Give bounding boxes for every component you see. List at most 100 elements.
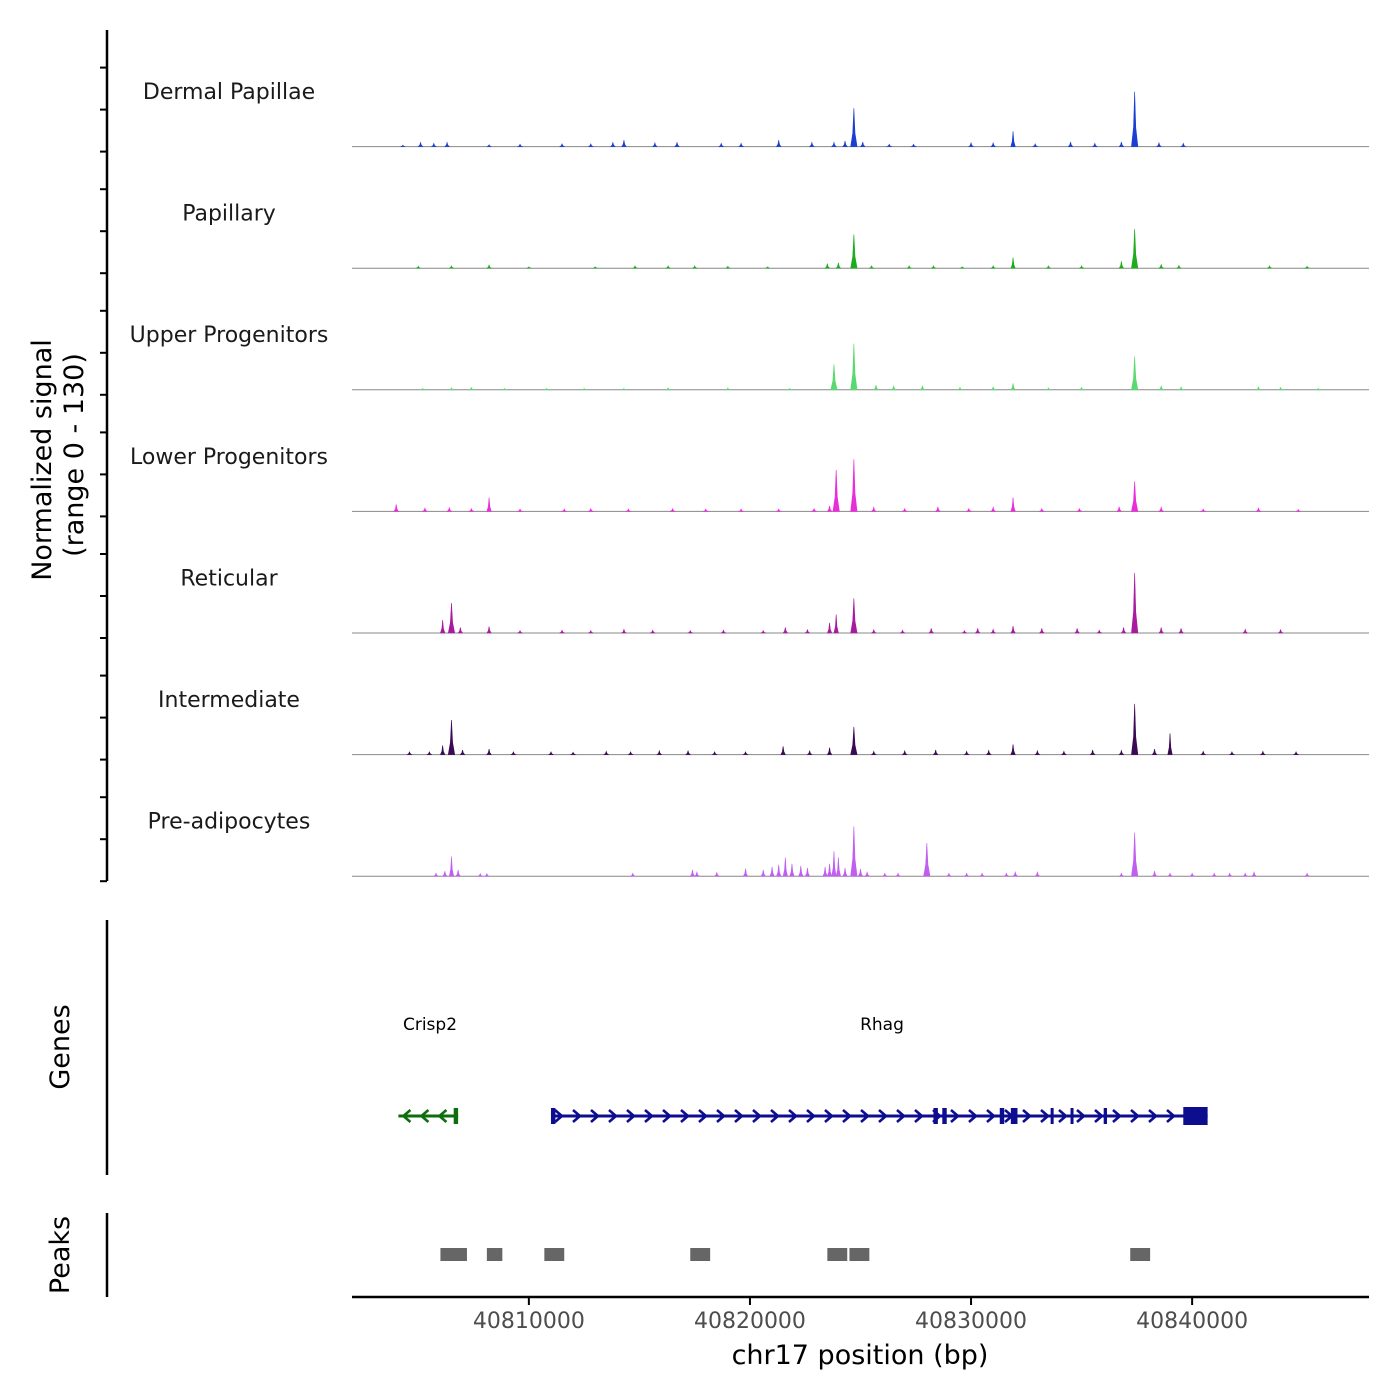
strand-arrow (698, 1109, 708, 1123)
signal-peak (1038, 628, 1045, 634)
track-upper-progenitors: Upper Progenitors (130, 323, 1369, 391)
strand-arrow (842, 1109, 852, 1123)
strand-arrow (1148, 1109, 1158, 1123)
track-intermediate: Intermediate (158, 688, 1369, 756)
strand-arrow (644, 1109, 654, 1123)
signal-peak (899, 629, 906, 634)
signal-peak (890, 385, 897, 391)
signal-peak (693, 870, 700, 877)
signal-peak (1226, 872, 1233, 877)
strand-arrow (824, 1109, 834, 1123)
signal-peak (486, 497, 492, 512)
signal-peak (850, 826, 858, 877)
signal-peak (457, 627, 464, 634)
signal-peak (665, 387, 671, 391)
signal-peak (685, 749, 692, 755)
signal-peak (510, 751, 517, 755)
strand-arrow (806, 1109, 816, 1123)
gene-label: Rhag (860, 1015, 904, 1035)
signal-peak (804, 628, 811, 634)
signal-peak (1078, 265, 1085, 269)
signal-peak (826, 747, 833, 755)
signal-peak (831, 851, 837, 877)
signal-peak (974, 628, 981, 634)
signal-peak (1038, 507, 1045, 512)
signal-peak (569, 751, 577, 755)
signal-peak (742, 868, 749, 877)
signal-peak (868, 265, 875, 269)
signal-peak (870, 506, 877, 512)
peak-track (440, 1248, 1151, 1261)
signal-peak (990, 141, 997, 147)
signal-peak (439, 745, 446, 755)
signal-peak (978, 872, 986, 877)
signal-peak (400, 144, 406, 147)
signal-peak (1131, 91, 1139, 147)
signal-peak (990, 506, 997, 512)
signal-peak (393, 504, 399, 512)
signal-peak (1091, 142, 1098, 147)
signal-peak (935, 506, 941, 512)
signal-peak (1295, 508, 1301, 512)
peak-region (827, 1248, 848, 1261)
genes-axis-title: Genes (45, 1004, 76, 1089)
strand-arrow (950, 1109, 960, 1123)
signal-peak (765, 266, 770, 269)
signal-peak (873, 385, 879, 391)
gene-rhag: Rhag (550, 1015, 1208, 1125)
signal-peak (1010, 131, 1016, 147)
signal-peak (1158, 506, 1165, 512)
signal-peak (1034, 870, 1041, 877)
signal-peak (989, 386, 997, 391)
signal-peak (742, 751, 749, 755)
signal-peak (789, 863, 795, 877)
signal-peak (1131, 832, 1139, 877)
coverage-y-axis-title: Normalized signal (27, 339, 58, 581)
strand-arrow (554, 1109, 564, 1123)
signal-peak (406, 751, 413, 755)
signal-peak (822, 866, 828, 877)
coverage-y-axis-range: (range 0 - 130) (59, 353, 90, 557)
gene-exon (933, 1108, 938, 1124)
signal-peak (416, 265, 421, 269)
signal-peak (430, 142, 437, 147)
signal-peak (702, 508, 710, 512)
signal-peak (1012, 870, 1019, 877)
signal-peak (609, 141, 616, 147)
signal-peak (787, 387, 793, 391)
signal-peak (1131, 703, 1139, 755)
signal-peak (420, 387, 426, 391)
peak-region (544, 1248, 565, 1261)
signal-peak (968, 141, 975, 147)
track-reticular: Reticular (180, 566, 1369, 634)
signal-peak (810, 507, 818, 512)
signal-peak (656, 749, 663, 755)
signal-peak (587, 630, 595, 634)
coverage-tracks: Dermal Papillae Papillary Upper Progenitor… (130, 80, 1369, 877)
signal-peak (833, 614, 839, 634)
signal-peak (651, 141, 658, 147)
signal-peak (776, 864, 782, 877)
signal-peak (448, 265, 455, 269)
strand-arrow (608, 1109, 618, 1123)
signal-peak (1167, 733, 1173, 755)
signal-peak (486, 748, 492, 755)
strand-arrow (680, 1109, 690, 1123)
signal-peak (447, 719, 456, 755)
signal-peak (1158, 627, 1164, 634)
signal-peak (737, 508, 745, 512)
signal-peak (1155, 141, 1162, 147)
signal-peak (558, 629, 566, 634)
signal-peak (1045, 265, 1052, 269)
track-label: Pre-adipocytes (148, 810, 311, 835)
signal-peak (417, 141, 424, 147)
signal-peak (1034, 749, 1041, 755)
signal-peak (1010, 383, 1016, 391)
signal-peak (1067, 141, 1074, 147)
signal-peak (1010, 497, 1016, 512)
strand-arrow (662, 1109, 672, 1123)
strand-arrow (986, 1109, 996, 1123)
peak-region (849, 1248, 870, 1261)
signal-peak (842, 140, 848, 147)
